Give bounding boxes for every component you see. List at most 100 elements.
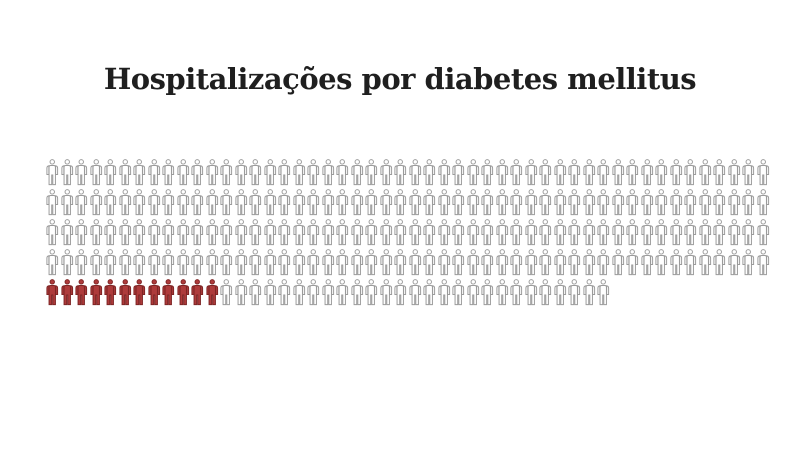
person-icon xyxy=(133,219,146,246)
person-icon xyxy=(379,219,392,246)
person-icon xyxy=(89,249,102,276)
person-icon xyxy=(713,249,726,276)
person-icon xyxy=(104,219,117,246)
person-icon xyxy=(176,219,189,246)
person-icon-highlighted xyxy=(176,279,189,306)
person-icon xyxy=(553,159,566,186)
person-icon xyxy=(176,189,189,216)
person-icon xyxy=(147,219,160,246)
person-icon xyxy=(553,219,566,246)
person-icon xyxy=(46,219,59,246)
person-icon xyxy=(263,249,276,276)
person-icon xyxy=(597,159,610,186)
person-icon xyxy=(191,189,204,216)
person-icon xyxy=(568,249,581,276)
person-icon-highlighted xyxy=(133,279,146,306)
person-icon xyxy=(495,159,508,186)
person-icon xyxy=(539,249,552,276)
person-icon xyxy=(205,249,218,276)
person-icon xyxy=(234,219,247,246)
person-icon xyxy=(742,189,755,216)
person-icon xyxy=(553,189,566,216)
person-icon xyxy=(60,219,73,246)
person-icon xyxy=(510,279,523,306)
person-icon xyxy=(756,159,769,186)
person-icon xyxy=(263,159,276,186)
person-icon xyxy=(191,249,204,276)
person-icon xyxy=(437,279,450,306)
person-icon xyxy=(162,189,175,216)
person-icon xyxy=(162,249,175,276)
person-icon xyxy=(307,279,320,306)
person-icon xyxy=(292,159,305,186)
person-icon xyxy=(582,219,595,246)
person-icon xyxy=(118,159,131,186)
person-icon xyxy=(698,159,711,186)
person-icon xyxy=(307,219,320,246)
person-icon xyxy=(452,159,465,186)
person-icon xyxy=(394,189,407,216)
person-icon xyxy=(597,219,610,246)
person-icon xyxy=(220,219,233,246)
person-icon xyxy=(307,159,320,186)
person-icon xyxy=(713,219,726,246)
person-icon xyxy=(220,189,233,216)
person-icon xyxy=(365,189,378,216)
person-icon xyxy=(379,189,392,216)
person-icon xyxy=(626,159,639,186)
person-icon xyxy=(495,279,508,306)
person-icon xyxy=(379,279,392,306)
person-icon xyxy=(278,249,291,276)
person-icon xyxy=(684,159,697,186)
person-icon xyxy=(220,279,233,306)
person-icon xyxy=(147,249,160,276)
person-icon xyxy=(365,249,378,276)
person-icon-highlighted xyxy=(46,279,59,306)
person-icon xyxy=(727,219,740,246)
person-icon xyxy=(147,189,160,216)
person-icon xyxy=(611,219,624,246)
person-icon xyxy=(336,189,349,216)
person-icon xyxy=(408,219,421,246)
person-icon xyxy=(437,189,450,216)
person-icon xyxy=(133,159,146,186)
person-icon xyxy=(60,189,73,216)
person-icon xyxy=(60,249,73,276)
person-icon xyxy=(365,159,378,186)
person-icon xyxy=(727,159,740,186)
person-icon xyxy=(118,249,131,276)
person-icon xyxy=(205,189,218,216)
person-icon xyxy=(394,219,407,246)
person-icon xyxy=(336,159,349,186)
person-icon xyxy=(307,249,320,276)
person-icon xyxy=(321,279,334,306)
person-icon xyxy=(481,279,494,306)
person-icon xyxy=(220,159,233,186)
person-icon xyxy=(713,159,726,186)
person-icon xyxy=(626,189,639,216)
person-icon xyxy=(742,249,755,276)
person-icon xyxy=(336,219,349,246)
person-icon xyxy=(234,189,247,216)
person-icon xyxy=(220,249,233,276)
person-icon xyxy=(118,189,131,216)
person-icon xyxy=(611,249,624,276)
person-icon xyxy=(597,279,610,306)
person-icon xyxy=(597,189,610,216)
person-icon-highlighted xyxy=(118,279,131,306)
chart-title: Hospitalizações por diabetes mellitus xyxy=(103,62,697,96)
pictogram-grid xyxy=(45,159,771,309)
person-icon xyxy=(191,159,204,186)
person-icon xyxy=(669,159,682,186)
person-icon xyxy=(524,279,537,306)
person-icon xyxy=(408,189,421,216)
person-icon xyxy=(423,279,436,306)
person-icon xyxy=(655,219,668,246)
person-icon xyxy=(278,279,291,306)
person-icon xyxy=(162,219,175,246)
person-icon xyxy=(524,219,537,246)
person-icon xyxy=(46,159,59,186)
person-icon xyxy=(611,189,624,216)
person-icon xyxy=(756,249,769,276)
person-icon xyxy=(292,249,305,276)
